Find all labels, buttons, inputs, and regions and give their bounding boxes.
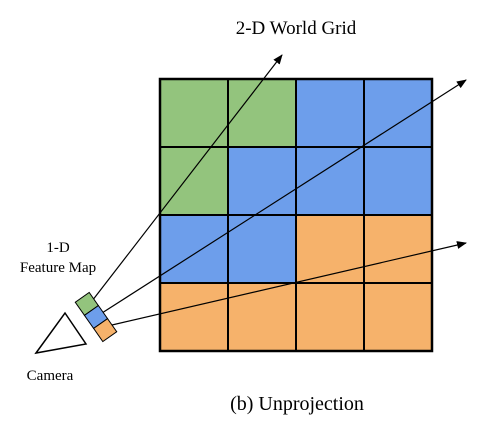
grid-cell-orange	[159, 282, 229, 352]
feature-map-label-line1: 1-D	[46, 240, 69, 256]
grid-cell-green	[159, 146, 229, 216]
grid-cell-blue	[295, 78, 365, 148]
grid-cell-green	[227, 78, 297, 148]
ray-bottom	[111, 241, 467, 326]
camera-icon	[34, 311, 88, 355]
grid-cell-blue	[227, 146, 297, 216]
diagram-title: 2-D World Grid	[236, 18, 357, 39]
grid-cell-orange	[363, 282, 433, 352]
grid-cell-orange	[227, 282, 297, 352]
grid-border	[158, 77, 434, 353]
figure-caption: (b) Unprojection	[230, 393, 364, 415]
grid-cell-blue	[363, 146, 433, 216]
grid-cell-blue	[295, 146, 365, 216]
grid-cell-orange	[363, 214, 433, 284]
grid-cell-green	[159, 78, 229, 148]
grid-cell-orange	[295, 282, 365, 352]
camera-label: Camera	[27, 368, 74, 384]
feature-map-label-line2: Feature Map	[20, 260, 96, 276]
ray-top	[91, 54, 283, 302]
feature-map-strip	[74, 291, 118, 343]
grid-cell-blue	[159, 214, 229, 284]
grid-cell-blue	[227, 214, 297, 284]
feature-cell-orange	[92, 317, 118, 343]
grid-cell-blue	[363, 78, 433, 148]
grid-cell-orange	[295, 214, 365, 284]
world-grid	[158, 77, 434, 353]
projection-rays	[91, 54, 467, 326]
ray-middle	[101, 79, 467, 314]
